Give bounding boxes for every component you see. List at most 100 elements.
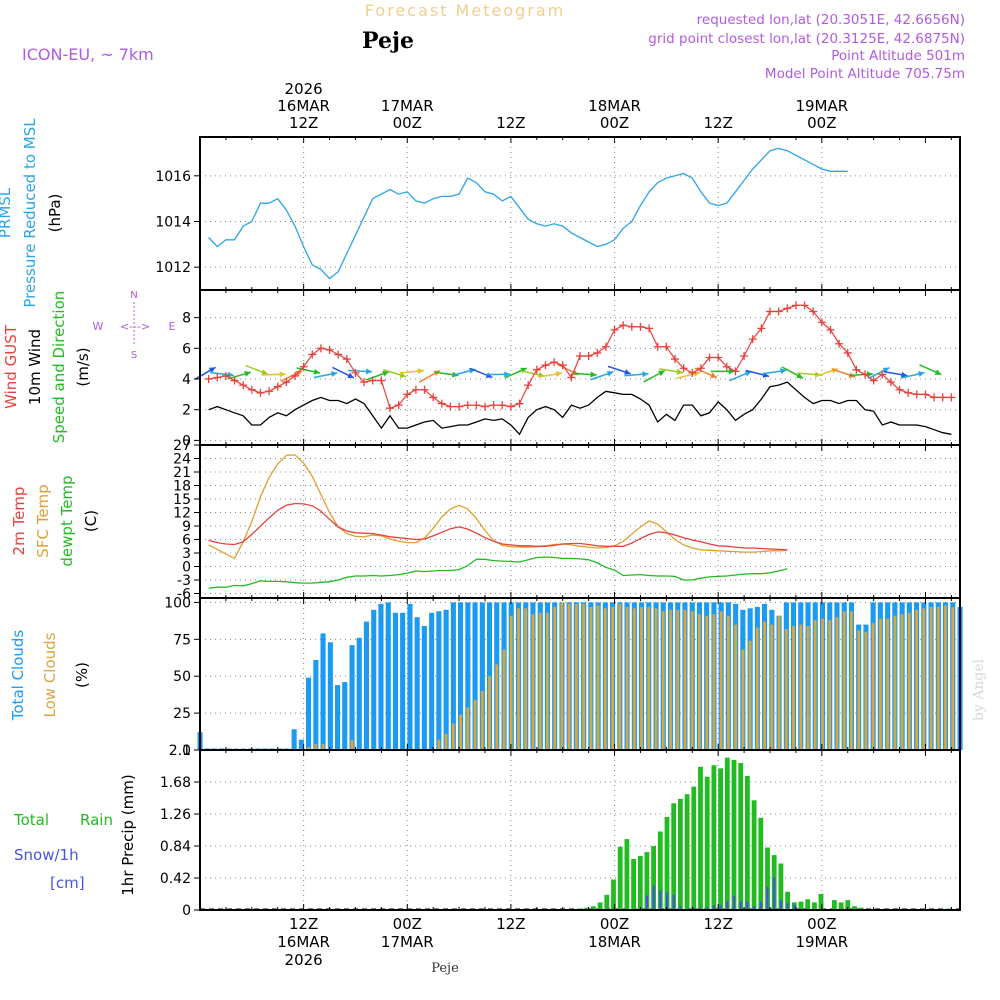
wind-direction-arrow	[901, 371, 925, 379]
wind-arrow-head	[347, 372, 355, 378]
y-tick-label: 6	[182, 341, 191, 357]
gust-marker	[930, 393, 939, 402]
gust-marker	[221, 371, 230, 380]
wind-arrow-head	[866, 371, 873, 378]
total-clouds-bar	[371, 609, 377, 750]
low-clouds-bar	[459, 714, 462, 750]
rain-bar	[691, 786, 697, 910]
snow-bar	[726, 900, 729, 910]
wind-direction-arrow	[366, 370, 390, 381]
gust-marker	[705, 353, 714, 362]
low-clouds-bar	[907, 612, 911, 750]
wind-direction-arrow	[590, 370, 614, 381]
wind-direction-arrow	[194, 366, 216, 380]
top-time-label: 12Z	[703, 114, 732, 132]
gust-marker	[835, 339, 844, 348]
wind-direction-arrow	[919, 364, 942, 376]
snow-bar	[759, 901, 762, 910]
rain-bar	[637, 855, 643, 910]
gust-marker	[688, 368, 697, 377]
rain-bar	[664, 817, 670, 910]
top-time-label: 12Z	[289, 114, 318, 132]
data-layer	[194, 147, 963, 910]
wind-direction-arrow	[762, 368, 787, 375]
total-clouds-bar	[400, 612, 406, 750]
low-clouds-bar	[596, 605, 600, 750]
gust-marker	[273, 382, 282, 391]
low-clouds-bar	[944, 605, 947, 750]
total-clouds-bar	[298, 739, 304, 750]
low-clouds-bar	[748, 640, 752, 750]
gust-marker	[515, 399, 524, 408]
wind-arrow-head	[295, 370, 303, 377]
wind-arrow-head	[313, 368, 321, 375]
y-axis-title: (%)	[73, 662, 91, 688]
snow-bar	[712, 905, 715, 910]
y-axis-title: dewpt Temp	[58, 475, 76, 566]
total-clouds-bar	[378, 603, 384, 750]
wind-arrow-head	[504, 371, 511, 378]
bottom-time-label: 00Z	[600, 915, 629, 933]
gust-marker	[325, 345, 334, 354]
gust-marker	[869, 376, 878, 385]
wind-arrow-head	[676, 368, 683, 375]
compass-n: N	[130, 290, 137, 301]
low-clouds-bar	[502, 649, 506, 750]
gust-marker	[230, 376, 239, 385]
gust-marker	[213, 373, 222, 382]
wind-direction-arrow	[867, 367, 890, 380]
gust-marker	[489, 401, 498, 410]
low-clouds-bar	[727, 615, 730, 750]
gust-marker	[783, 304, 792, 313]
low-clouds-bar	[784, 629, 788, 750]
snow-bar	[793, 904, 796, 910]
y-tick-label: 0.42	[160, 871, 191, 887]
y-axis-title: Speed and Direction	[50, 291, 68, 444]
gust-marker	[947, 393, 956, 402]
wind-arrow-head	[606, 370, 614, 377]
low-clouds-bar	[517, 608, 520, 750]
snow-bar	[746, 901, 749, 910]
top-time-label: 12Z	[496, 114, 525, 132]
y-tick-label: -6	[177, 587, 191, 603]
bottom-time-label: 12Z	[496, 915, 525, 933]
wind-arrow-head	[590, 371, 597, 378]
total-clouds-bar	[363, 621, 369, 750]
y-axis-title: (m/s)	[74, 347, 92, 386]
gust-marker	[817, 318, 826, 327]
low-clouds-bar	[799, 624, 803, 750]
top-time-label: 00Z	[393, 114, 422, 132]
bottom-time-label: 16MAR	[277, 933, 330, 951]
rain-bar	[611, 879, 616, 910]
y-tick-label: 15	[173, 492, 191, 508]
gust-marker	[256, 388, 265, 397]
wind-direction-arrow	[624, 371, 649, 378]
low-clouds-bar	[669, 609, 672, 750]
total-clouds-bar	[465, 602, 471, 750]
snow-bar	[679, 906, 682, 910]
gust-marker	[239, 381, 248, 390]
low-clouds-bar	[886, 618, 889, 750]
wind-direction-arrow	[607, 365, 632, 375]
low-clouds-bar	[763, 621, 766, 750]
low-clouds-bar	[922, 608, 926, 750]
y-tick-label: 27	[173, 438, 191, 454]
low-clouds-bar	[770, 624, 774, 750]
bottom-time-label: 12Z	[703, 915, 732, 933]
gust-marker	[282, 378, 291, 387]
snow-bar	[666, 892, 669, 910]
model-name: ICON-EU, ~ 7km	[22, 45, 154, 64]
low-clouds-bar	[842, 611, 846, 750]
y-axis-title: 2m Temp	[10, 487, 28, 556]
wind-arrow-head	[244, 370, 251, 377]
low-clouds-bar	[929, 606, 933, 750]
gust-marker	[360, 378, 369, 387]
rain-bar	[698, 766, 703, 910]
gust-marker	[386, 404, 394, 413]
rain-bar	[812, 902, 817, 910]
y-tick-label: 4	[182, 372, 191, 388]
total-clouds-bar	[392, 612, 398, 750]
gust-marker	[921, 390, 930, 399]
y-axis-title: (hPa)	[46, 194, 64, 233]
gust-marker	[550, 358, 559, 367]
